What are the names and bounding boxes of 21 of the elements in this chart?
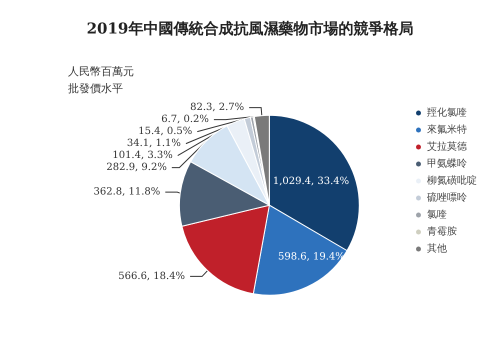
data-label: 101.4, 3.3%	[112, 150, 173, 162]
legend-label: 氯喹	[427, 208, 447, 220]
legend-label: 柳氮磺吡啶	[427, 174, 477, 186]
legend-label: 來氟米特	[427, 124, 467, 136]
text: 批發價水平	[68, 82, 123, 95]
chart-title: 2019年中國傳統合成抗風濕藥物市場的競爭格局	[86, 20, 414, 38]
data-label: 82.3, 2.7%	[190, 102, 244, 114]
data-label: 1,029.4, 33.4%	[272, 176, 350, 187]
data-label: 282.9, 9.2%	[106, 162, 167, 174]
data-label: 34.1, 1.1%	[126, 138, 181, 150]
data-label: 362.8, 11.8%	[94, 186, 160, 198]
legend-label: 甲氨蝶呤	[427, 158, 467, 170]
data-label: 566.6, 18.4%	[118, 270, 186, 282]
legend-label: 青霉胺	[427, 226, 457, 238]
legend-label: 硫唑嘌呤	[427, 192, 467, 204]
data-label: 15.4, 0.5%	[138, 126, 192, 138]
text: 人民幣百萬元	[68, 65, 134, 78]
legend-label: 其他	[427, 242, 447, 254]
legend-label: 羥化氯喹	[427, 106, 467, 118]
data-label: 6.7, 0.2%	[161, 114, 209, 126]
legend-label: 艾拉莫德	[427, 140, 467, 152]
